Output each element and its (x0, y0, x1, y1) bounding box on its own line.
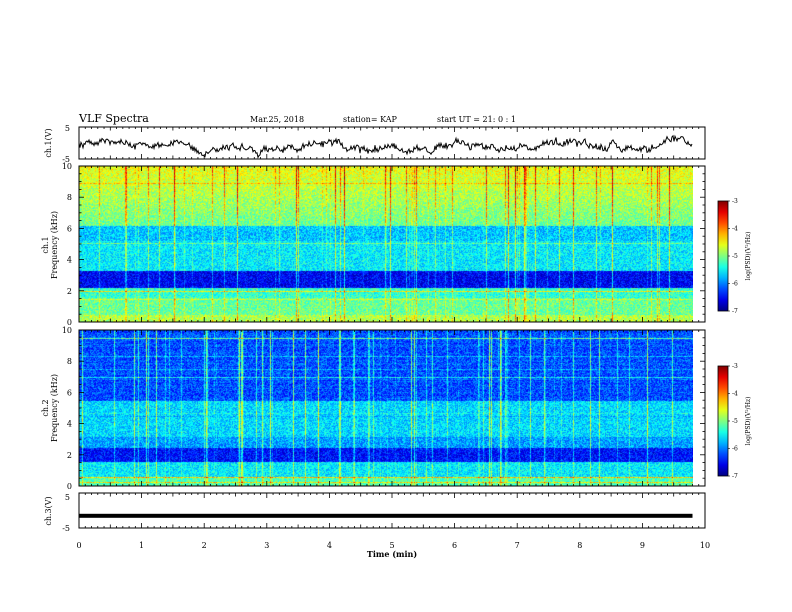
ch1-voltage-series-line (78, 134, 693, 159)
colorbar-tick-label: -3 (732, 363, 738, 370)
ch1-colorbar-gradient (718, 201, 728, 311)
ch1-ytick-top: 5 (65, 124, 70, 133)
ch3-voltage-series-line (79, 513, 693, 518)
ch1-voltage-panel: 5 -5 ch.1(V) (44, 124, 706, 164)
station-label: station= KAP (343, 115, 398, 124)
ch1-spectrogram-heatmap (79, 166, 693, 322)
colorbar-tick-label: -4 (732, 391, 738, 398)
time-axis-tick-label: 7 (515, 541, 520, 550)
ch3-ytick-bottom: -5 (62, 524, 70, 533)
colorbar-tick-label: -5 (732, 253, 738, 260)
ch3-voltage-panel: 5 -5 ch.3(V) (44, 492, 706, 533)
colorbar-tick-label: -4 (732, 226, 738, 233)
ch3-voltage-ylabel: ch.3(V) (44, 496, 53, 525)
start-time-label: start UT = 21: 0 : 1 (437, 115, 516, 124)
figure-title: VLF Spectra (78, 112, 149, 125)
frequency-tick-label: 2 (67, 287, 72, 296)
ch2-spectrogram-ylabel-channel: ch.2 (41, 399, 50, 416)
time-axis-ticks: 0 1 2 3 4 5 6 7 8 9 10 (76, 127, 710, 550)
colorbar-tick-label: -6 (732, 281, 738, 288)
ch1-ytick-bottom: -5 (62, 155, 70, 164)
frequency-tick-label: 4 (67, 420, 72, 429)
frequency-tick-label: 4 (67, 256, 72, 265)
ch1-spectrogram-panel: 0 2 4 6 8 10 ch.1 Frequency (kHz) (41, 162, 706, 327)
ch2-colorbar: -3 -4 -5 -6 -7 log(PSD)(V²/Hz) (717, 363, 752, 480)
ch3-ytick-top: 5 (65, 493, 70, 502)
colorbar-tick-label: -5 (732, 418, 738, 425)
frequency-tick-label: 8 (67, 193, 72, 202)
ch1-spectrogram-ylabel-frequency: Frequency (kHz) (50, 211, 59, 279)
frequency-tick-label: 8 (67, 357, 72, 366)
ch1-voltage-ylabel: ch.1(V) (44, 128, 53, 157)
time-axis-tick-label: 3 (264, 541, 269, 550)
time-axis-tick-label: 4 (327, 541, 332, 550)
ch3-voltage-frame (78, 492, 706, 529)
colorbar-tick-label: -6 (732, 446, 738, 453)
frequency-tick-label: 2 (67, 451, 72, 460)
colorbar-tick-label: -7 (732, 473, 738, 480)
ch2-spectrogram-panel: 0 2 4 6 8 10 ch.2 Frequency (kHz) (41, 326, 706, 491)
date-label: Mar.25, 2018 (250, 115, 304, 124)
time-axis-tick-label: 5 (389, 541, 394, 550)
time-axis-tick-label: 8 (577, 541, 582, 550)
time-axis-tick-label: 0 (76, 541, 81, 550)
ch1-colorbar: -3 -4 -5 -6 -7 log(PSD)(V²/Hz) (717, 198, 752, 315)
time-axis-tick-label: 1 (139, 541, 144, 550)
frequency-tick-label: 6 (67, 224, 72, 233)
colorbar-tick-label: -3 (732, 198, 738, 205)
ch2-spectrogram-ylabel-frequency: Frequency (kHz) (50, 374, 59, 442)
frequency-tick-label: 10 (62, 326, 72, 335)
time-axis-tick-label: 6 (452, 541, 457, 550)
frequency-tick-label: 6 (67, 388, 72, 397)
ch1-colorbar-label: log(PSD)(V²/Hz) (745, 232, 752, 281)
time-axis-tick-label: 9 (640, 541, 645, 550)
time-axis-tick-label: 10 (700, 541, 710, 550)
time-axis-tick-label: 2 (202, 541, 207, 550)
ch2-spectrogram-heatmap (79, 330, 693, 486)
ch2-colorbar-gradient (718, 366, 728, 476)
frequency-tick-label: 10 (62, 162, 72, 171)
frequency-tick-label: 0 (67, 482, 72, 491)
colorbar-tick-label: -7 (732, 308, 738, 315)
frequency-tick-label: 0 (67, 318, 72, 327)
time-axis-label: Time (min) (367, 549, 417, 559)
ch2-colorbar-label: log(PSD)(V²/Hz) (745, 397, 752, 446)
ch1-spectrogram-ylabel-channel: ch.1 (41, 236, 50, 253)
